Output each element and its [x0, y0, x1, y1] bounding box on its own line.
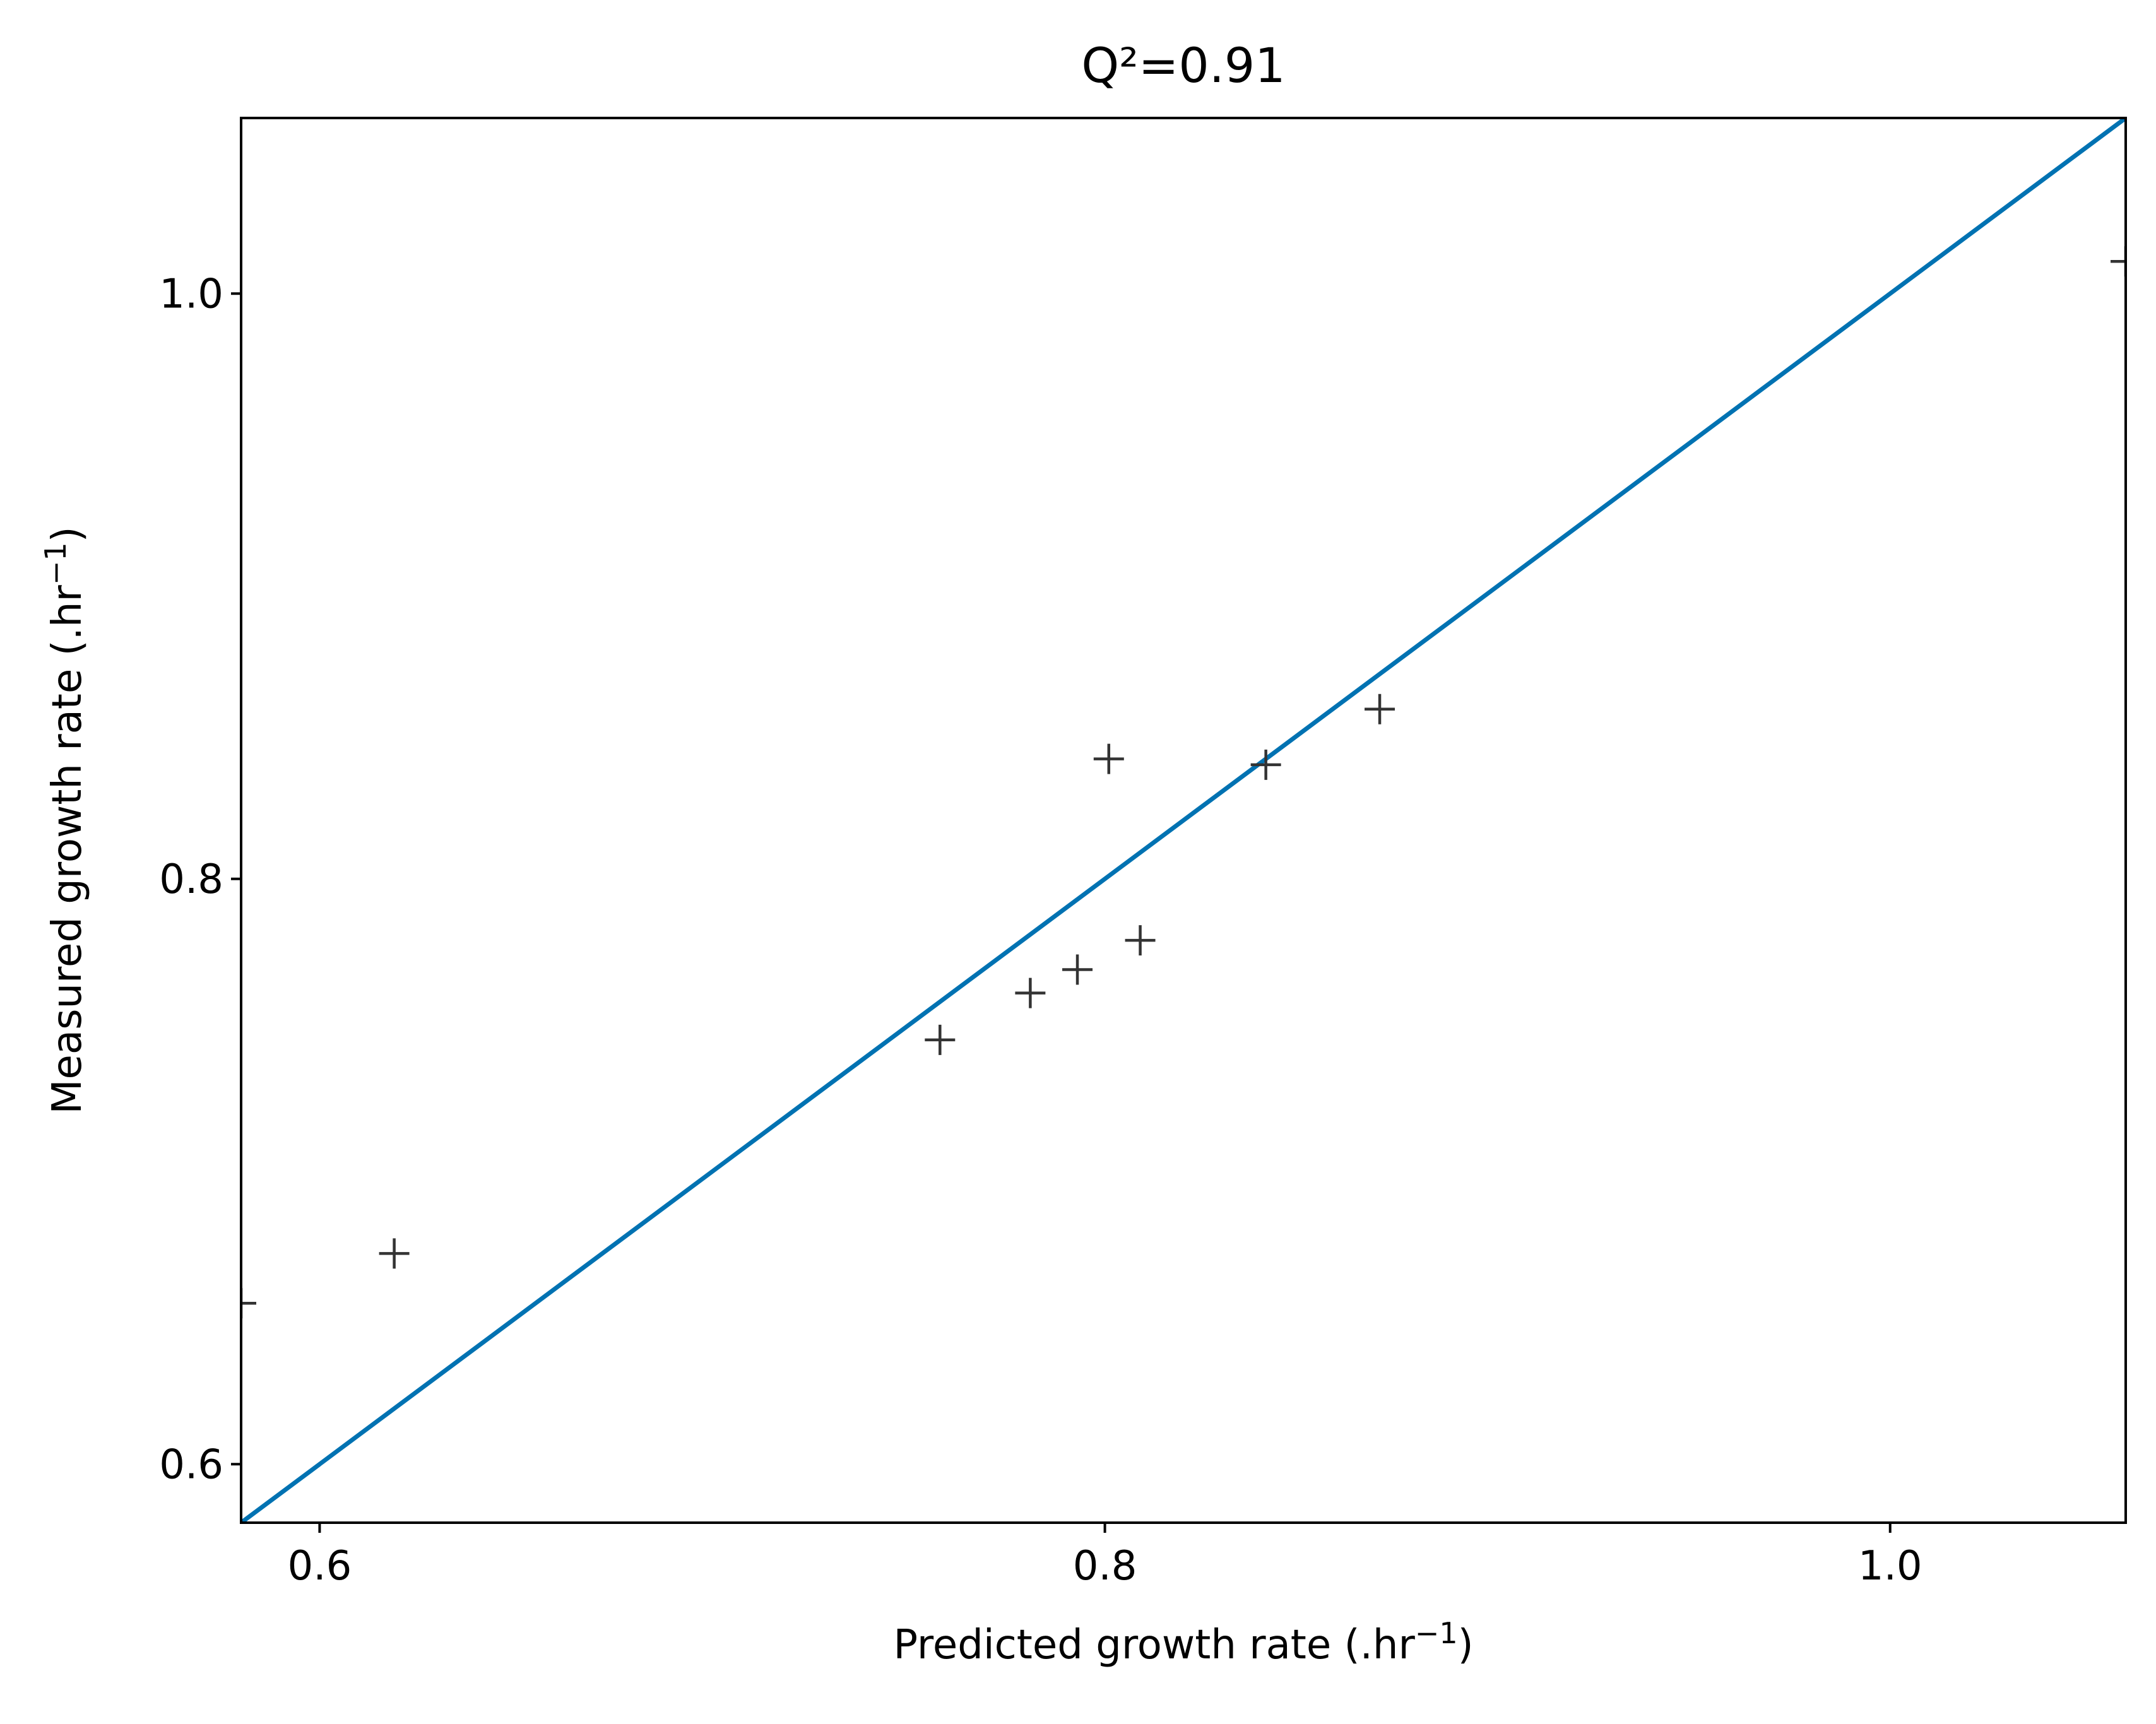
- y-tick-label: 0.6: [159, 1441, 223, 1488]
- data-point: [925, 1024, 956, 1055]
- data-point: [241, 1288, 256, 1319]
- plot-frame: [240, 117, 2127, 1524]
- data-point: [2111, 246, 2126, 277]
- data-point: [1093, 743, 1124, 774]
- data-point: [1125, 925, 1156, 956]
- data-point: [1062, 954, 1093, 985]
- chart-title: Q²=0.91: [1081, 37, 1285, 93]
- data-point: [1250, 749, 1281, 780]
- data-point: [1365, 694, 1395, 724]
- data-point: [379, 1238, 410, 1269]
- y-axis-label: Measured growth rate (.hr−1): [38, 526, 91, 1114]
- x-tick-label: 0.6: [288, 1543, 352, 1590]
- reference-line: [241, 118, 2126, 1523]
- x-axis-label: Predicted growth rate (.hr−1): [893, 1616, 1473, 1668]
- y-tick-label: 0.8: [159, 856, 223, 903]
- data-point: [1015, 977, 1046, 1008]
- x-tick-label: 1.0: [1858, 1543, 1922, 1590]
- y-tick-label: 1.0: [159, 271, 223, 317]
- x-tick-label: 0.8: [1073, 1543, 1137, 1590]
